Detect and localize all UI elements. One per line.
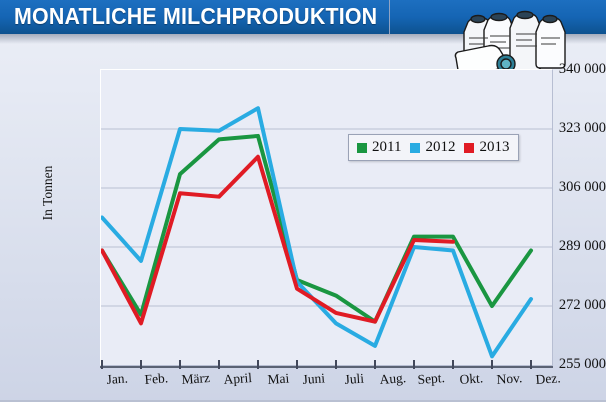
x-tick-mark [530,360,532,369]
y-tick-label: 306 000 [558,179,606,195]
x-tick-label: Sept. [417,370,446,387]
x-tick-label: Jan. [106,370,129,387]
legend-entry-2011: 2011 [357,139,401,156]
x-tick-label: Okt. [459,370,484,387]
x-tick-mark [296,360,298,369]
bottom-rule [0,400,606,402]
x-tick-mark [257,360,259,369]
x-tick-mark [491,360,493,369]
x-tick-mark [179,360,181,369]
x-tick-mark [374,360,376,369]
x-tick-label: Dez. [535,370,562,387]
legend-label: 2012 [425,139,456,155]
x-axis-line [100,366,553,368]
page-title: MONATLICHE MILCHPRODUKTION [14,3,378,29]
x-tick-label: Juni [302,370,326,387]
x-tick-mark [140,360,142,369]
x-tick-label: Mai [267,370,290,387]
x-tick-label: Juli [344,370,365,387]
y-tick-label: 323 000 [558,120,606,136]
x-tick-mark [335,360,337,369]
y-tick-label: 272 000 [558,297,606,313]
x-tick-mark [452,360,454,369]
x-tick-label: Feb. [144,370,169,387]
legend-swatch-icon [410,142,421,153]
x-tick-label: April [223,370,253,387]
title-banner: MONATLICHE MILCHPRODUKTION [0,0,390,34]
y-tick-label: 340 000 [558,61,606,77]
legend-label: 2013 [479,139,510,155]
y-tick-label: 255 000 [558,356,606,372]
y-axis-label: In Tonnen [40,165,55,221]
x-tick-mark [413,360,415,369]
legend-entry-2013: 2013 [464,139,509,156]
legend-swatch-icon [464,142,475,153]
chart-legend: 2011 2012 2013 [348,134,520,161]
x-tick-label: Aug. [379,370,407,387]
y-tick-label: 289 000 [558,238,606,254]
x-tick-label: Nov. [496,370,523,387]
plot-area [100,69,553,366]
series-line-2011 [101,133,533,324]
series-line-2013 [101,154,455,326]
legend-swatch-icon [357,142,367,153]
legend-label: 2011 [372,139,402,155]
x-tick-mark [218,360,220,369]
banner-shadow [0,34,606,44]
series-layer [101,106,533,359]
x-tick-mark [101,360,103,369]
x-tick-label: März [181,370,211,387]
legend-entry-2012: 2012 [410,139,455,156]
